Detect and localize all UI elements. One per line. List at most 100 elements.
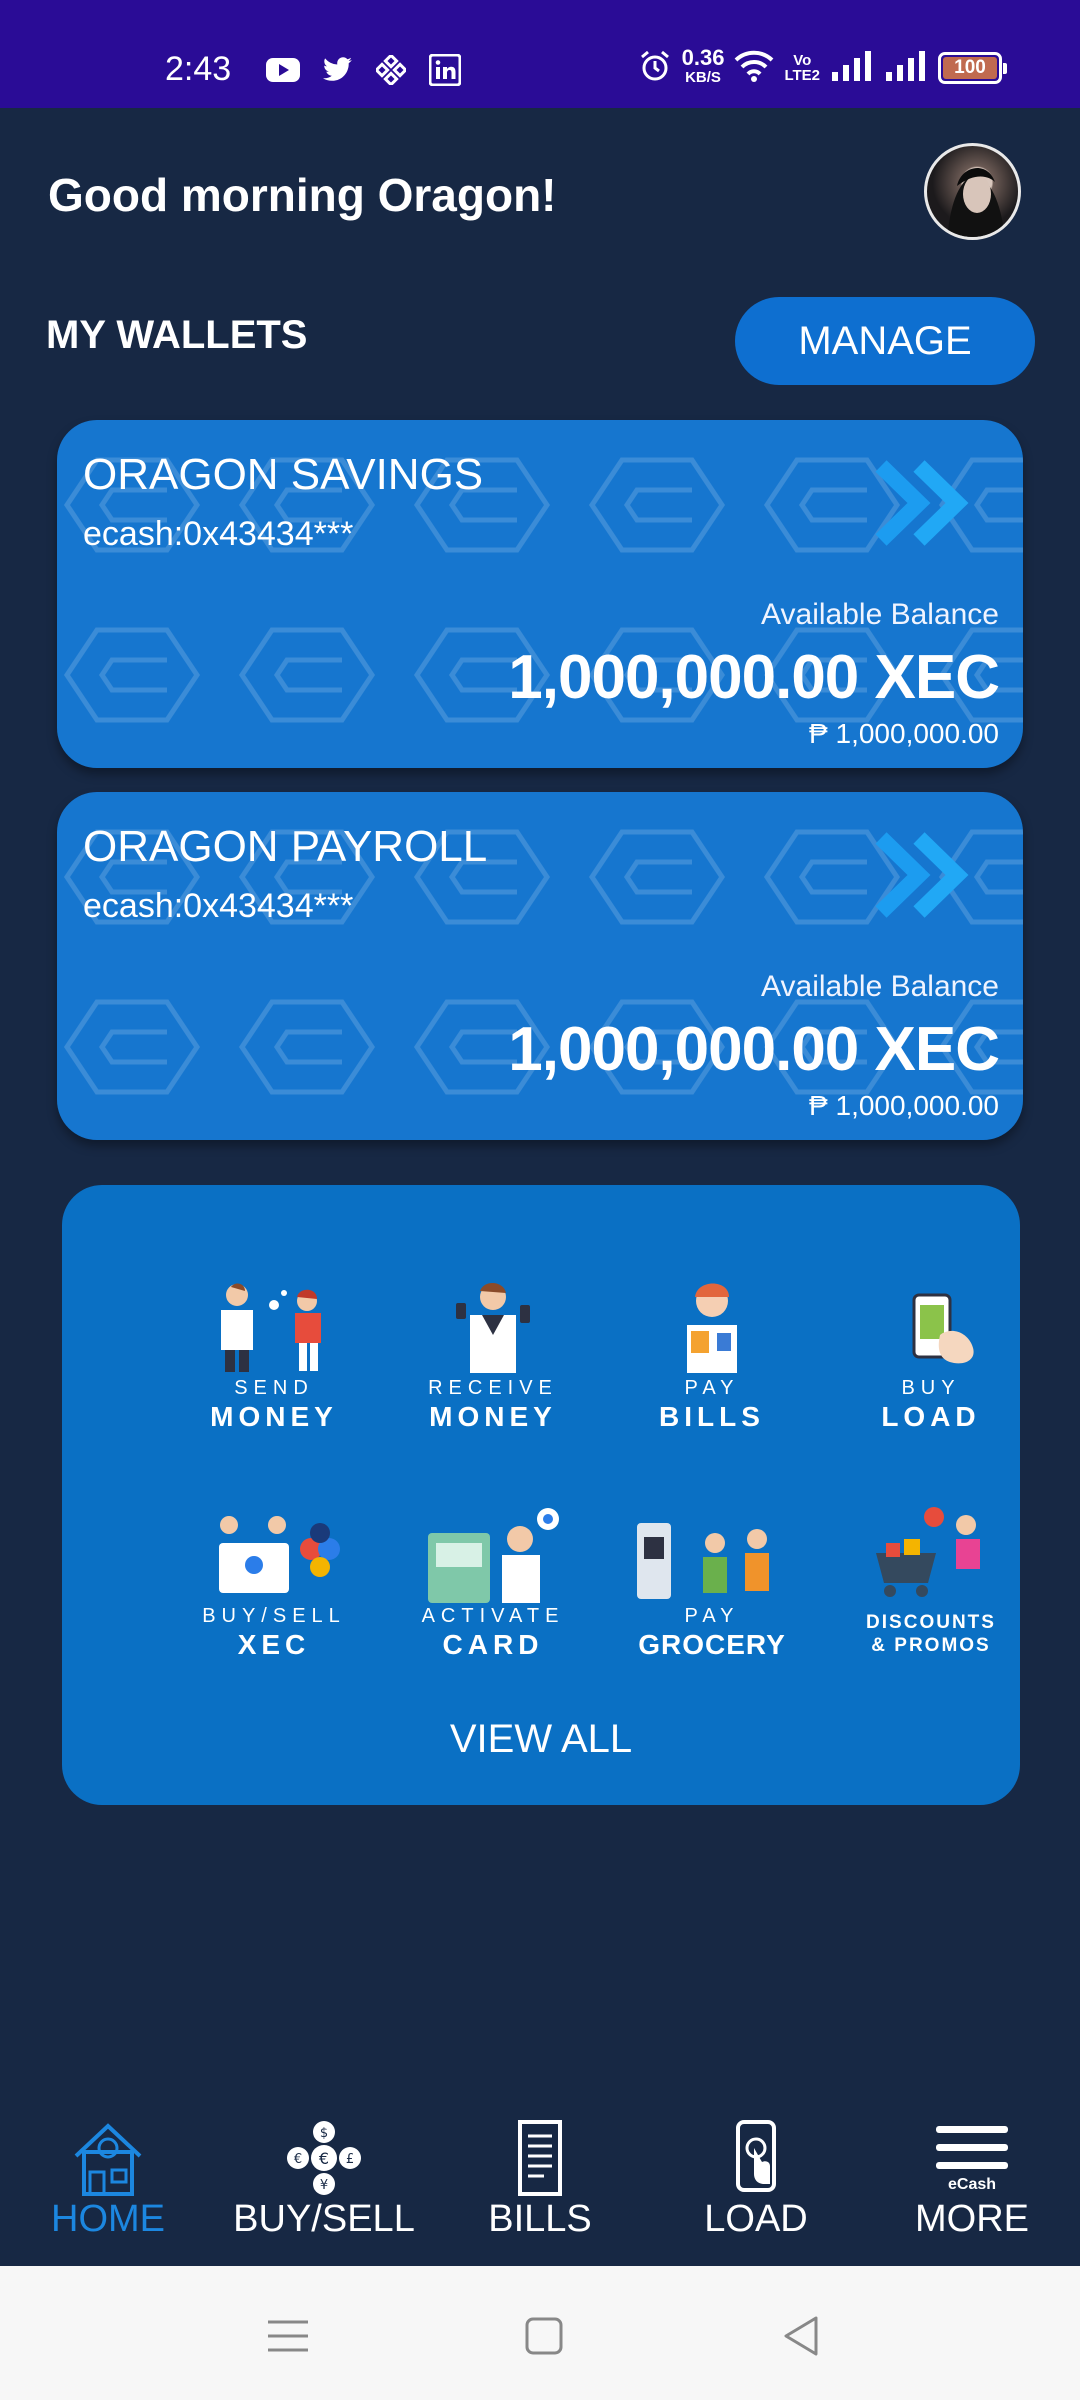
service-small-label: SEND: [234, 1377, 314, 1399]
ecash-pattern: [57, 420, 1023, 768]
service-big-label: MONEY: [210, 1401, 338, 1432]
balance-php: ₱ 1,000,000.00: [809, 718, 999, 749]
alarm-icon: [638, 49, 672, 88]
balance-xec: 1,000,000.00 XEC: [508, 643, 1000, 712]
balance-xec: 1,000,000.00 XEC: [508, 1015, 1000, 1084]
nav-item-home[interactable]: HOME: [0, 2090, 216, 2266]
signal-icon-2: [884, 50, 928, 87]
linkedin-icon: [427, 54, 463, 86]
nav-label: LOAD: [704, 2198, 808, 2240]
svg-text:€: €: [294, 2152, 302, 2167]
menu-icon: [936, 2126, 1008, 2169]
nav-label: BILLS: [488, 2198, 592, 2240]
service-big-label: GROCERY: [638, 1629, 786, 1660]
twitter-icon: [319, 54, 355, 86]
balance-php: ₱ 1,000,000.00: [809, 1090, 999, 1121]
back-icon[interactable]: [772, 2306, 832, 2366]
ecash-pattern: [57, 792, 1023, 1140]
status-app-icons: [265, 54, 463, 86]
svg-text:€: €: [319, 2149, 329, 2168]
discounts-promos-illustration: [876, 1507, 980, 1597]
home-button-icon[interactable]: [514, 2306, 574, 2366]
send-money-button[interactable]: SEND MONEY: [179, 1275, 369, 1445]
service-small-label: BUY: [901, 1377, 961, 1399]
buy-load-illustration: [912, 1293, 974, 1364]
service-small-label: PAY: [684, 1377, 740, 1399]
recent-apps-icon[interactable]: [258, 2306, 318, 2366]
nav-item-more[interactable]: eCash MORE: [864, 2090, 1080, 2266]
battery-icon: 100: [938, 52, 1007, 84]
double-chevron-right-icon[interactable]: [875, 830, 971, 920]
nav-item-load[interactable]: LOAD: [648, 2090, 864, 2266]
send-money-illustration: [221, 1283, 321, 1372]
wifi-icon: [734, 49, 774, 88]
wallet-name: ORAGON SAVINGS: [83, 450, 484, 499]
ecash-badge: eCash: [947, 2176, 997, 2193]
phone-tap-icon: [736, 2120, 776, 2192]
battery-level: 100: [954, 57, 986, 78]
pay-bills-illustration: [687, 1283, 737, 1373]
my-wallets-title: MY WALLETS: [46, 313, 308, 357]
wallet-address: ecash:0x43434***: [83, 515, 354, 553]
currency-exchange-icon: € $ ¥ € £: [287, 2121, 361, 2195]
receive-money-button[interactable]: RECEIVE MONEY: [398, 1275, 588, 1445]
greeting-text: Good morning Oragon!: [48, 169, 557, 221]
signal-icon: [830, 50, 874, 87]
volte-bottom: LTE2: [784, 67, 820, 84]
net-speed-unit: KB/S: [685, 69, 721, 86]
status-indicators: 0.36 KB/S Vo LTE2 100: [638, 45, 1007, 88]
nav-label: BUY/SELL: [233, 2198, 415, 2240]
nav-label: HOME: [51, 2198, 165, 2240]
system-navigation-bar: [0, 2266, 1080, 2400]
youtube-icon: [265, 54, 301, 86]
receipt-icon: [518, 2120, 562, 2196]
balance-label: Available Balance: [761, 598, 999, 631]
net-speed: 0.36 KB/S: [681, 45, 725, 88]
nav-item-buy-sell[interactable]: € $ ¥ € £ BUY/SELL: [216, 2090, 432, 2266]
volte-indicator: Vo LTE2: [784, 53, 820, 83]
wallet-card-payroll[interactable]: ORAGON PAYROLL ecash:0x43434*** Availabl…: [57, 792, 1023, 1140]
home-icon: [74, 2123, 142, 2196]
service-small-label: BUY/SELL: [202, 1605, 346, 1627]
buy-sell-xec-button[interactable]: BUY/SELL XEC: [179, 1503, 369, 1673]
service-small-label: PAY: [684, 1605, 740, 1627]
binance-icon: [373, 54, 409, 86]
avatar[interactable]: [924, 143, 1021, 240]
pay-grocery-button[interactable]: PAY GROCERY: [617, 1503, 807, 1673]
volte-top: Vo: [793, 52, 812, 69]
svg-text:£: £: [346, 2152, 354, 2167]
pay-bills-button[interactable]: PAY BILLS: [617, 1275, 807, 1445]
pay-grocery-illustration: [637, 1523, 769, 1599]
status-bar: 2:43 0.36 KB/S Vo LTE2: [0, 0, 1080, 108]
net-speed-value: 0.36: [681, 45, 725, 70]
service-label-line2: & PROMOS: [871, 1635, 991, 1656]
bottom-navigation: HOME € $ ¥ € £ BUY/SELL BILLS LOAD: [0, 2090, 1080, 2266]
nav-label: MORE: [915, 2198, 1029, 2240]
wallet-name: ORAGON PAYROLL: [83, 822, 488, 871]
status-time: 2:43: [165, 50, 232, 88]
nav-item-bills[interactable]: BILLS: [432, 2090, 648, 2266]
service-small-label: ACTIVATE: [421, 1605, 565, 1627]
service-big-label: BILLS: [659, 1401, 765, 1432]
service-big-label: CARD: [442, 1629, 544, 1660]
service-big-label: MONEY: [429, 1401, 557, 1432]
wallet-address: ecash:0x43434***: [83, 887, 354, 925]
manage-button[interactable]: MANAGE: [735, 297, 1035, 385]
svg-text:$: $: [320, 2126, 328, 2141]
view-all-link[interactable]: VIEW ALL: [449, 1717, 633, 1761]
activate-card-illustration: [428, 1508, 559, 1603]
buy-sell-xec-illustration: [219, 1516, 340, 1593]
services-panel: SEND MONEY RECEIVE MONEY PAY BILLS BUY L…: [62, 1185, 1020, 1805]
buy-load-button[interactable]: BUY LOAD: [836, 1275, 1026, 1445]
receive-money-illustration: [456, 1282, 530, 1373]
service-small-label: RECEIVE: [428, 1377, 558, 1399]
double-chevron-right-icon[interactable]: [875, 458, 971, 548]
discounts-promos-button[interactable]: DISCOUNTS & PROMOS: [836, 1503, 1026, 1673]
activate-card-button[interactable]: ACTIVATE CARD: [398, 1503, 588, 1673]
service-big-label: XEC: [237, 1629, 311, 1660]
service-label-line1: DISCOUNTS: [866, 1612, 996, 1633]
balance-label: Available Balance: [761, 970, 999, 1003]
wallet-card-savings[interactable]: ORAGON SAVINGS ecash:0x43434*** Availabl…: [57, 420, 1023, 768]
svg-text:¥: ¥: [320, 2178, 328, 2193]
service-big-label: LOAD: [881, 1401, 981, 1432]
